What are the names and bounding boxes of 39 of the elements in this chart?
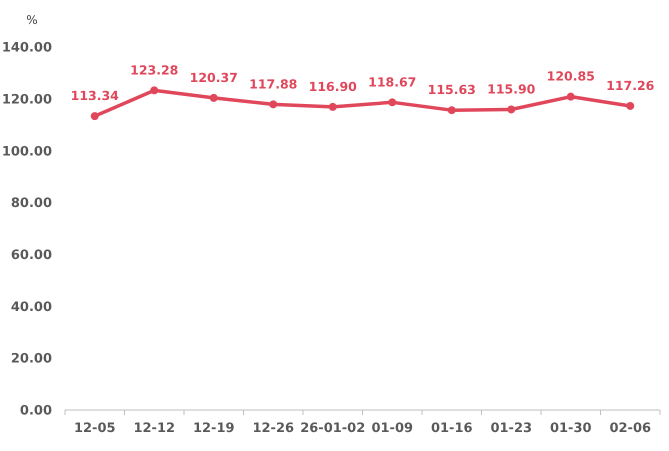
point: [90, 112, 99, 120]
x-tick-label: 12-19: [192, 421, 235, 436]
point: [210, 94, 218, 102]
data-label: 117.26: [606, 78, 655, 93]
point: [566, 92, 575, 101]
x-tick-label: 01-16: [430, 421, 473, 436]
point: [328, 102, 337, 111]
point: [150, 86, 158, 94]
x-tick-label: 26-01-02: [300, 421, 366, 436]
point: [507, 106, 516, 114]
y-tick-label: 40.00: [10, 300, 52, 315]
data-label: 123.28: [130, 62, 178, 78]
x-tick-label: 12-12: [133, 421, 176, 436]
data-label: 115.63: [428, 82, 476, 98]
y-tick-label: 60.00: [10, 248, 52, 263]
data-label: 117.88: [249, 76, 298, 92]
y-tick-label: 20.00: [10, 352, 52, 367]
point: [269, 100, 278, 108]
y-tick-label: 120.00: [2, 92, 52, 108]
y-tick-label: 100.00: [2, 144, 52, 160]
x-tick-label: 12-26: [252, 421, 294, 436]
y-tick-label: 0.00: [20, 404, 52, 419]
data-label: 116.90: [308, 78, 358, 94]
x-tick-label: 12-05: [74, 421, 116, 436]
data-label: 113.34: [70, 88, 120, 104]
y-tick-label: 80.00: [10, 196, 52, 212]
point: [448, 106, 456, 114]
data-label: 120.37: [190, 70, 238, 85]
data-label: 118.67: [368, 74, 416, 90]
point: [388, 98, 396, 106]
y-tick-label: 140.00: [2, 40, 52, 56]
x-tick-label: 01-23: [490, 421, 532, 436]
point: [626, 102, 634, 110]
data-label: 120.85: [546, 68, 595, 84]
x-tick-label: 01-30: [550, 421, 592, 436]
y-axis-title: %: [26, 13, 38, 27]
x-tick-label: 01-09: [371, 421, 414, 436]
data-label: 115.90: [487, 81, 536, 96]
x-tick-label: 02-06: [609, 421, 652, 436]
